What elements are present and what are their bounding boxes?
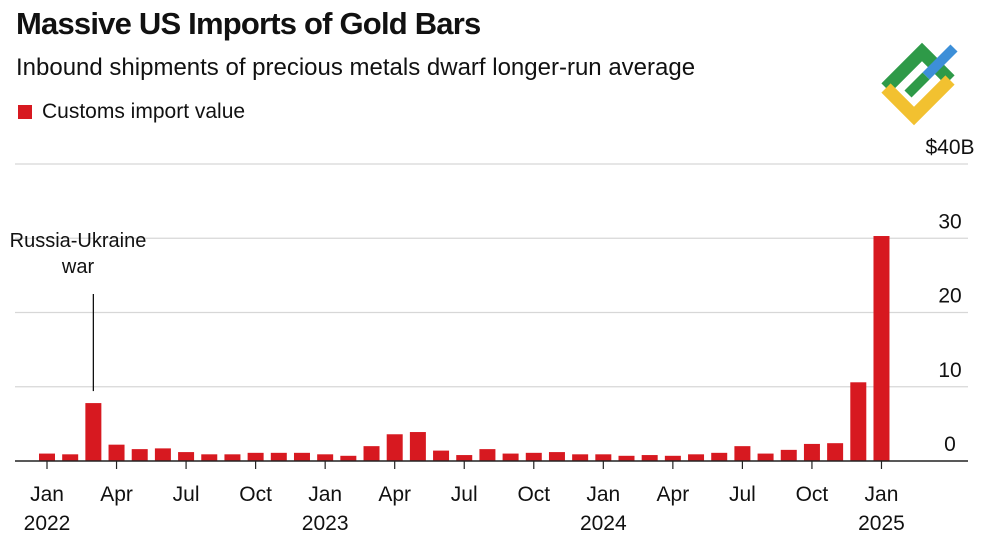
bar — [293, 452, 310, 461]
legend: Customs import value — [18, 100, 245, 124]
bar — [317, 454, 334, 461]
bar — [688, 454, 705, 461]
x-tick-label: Jul — [451, 483, 478, 506]
bar — [479, 449, 496, 461]
bar — [525, 452, 542, 461]
bar — [572, 454, 589, 461]
bar — [201, 454, 218, 461]
x-tick-label: Jul — [729, 483, 756, 506]
chart-title: Massive US Imports of Gold Bars — [16, 6, 481, 41]
bar — [270, 452, 287, 461]
bar — [734, 446, 751, 461]
y-tick-label: $40B — [925, 136, 974, 159]
x-tick-year-label: 2023 — [302, 512, 349, 535]
bar — [154, 448, 171, 461]
x-tick-label: Oct — [517, 483, 550, 506]
bar — [131, 449, 148, 461]
bar — [548, 452, 565, 461]
bar — [409, 432, 426, 461]
bar — [711, 452, 728, 461]
x-tick-label: Apr — [657, 483, 690, 506]
x-tick-year-label: 2022 — [24, 512, 71, 535]
bar — [62, 454, 79, 461]
bar — [641, 455, 658, 461]
legend-label: Customs import value — [42, 100, 246, 123]
legend-swatch — [18, 105, 32, 119]
x-tick-label: Jul — [173, 483, 200, 506]
bar — [850, 382, 867, 461]
bar — [224, 454, 241, 461]
bar — [664, 455, 681, 461]
x-tick-label: Oct — [239, 483, 272, 506]
x-tick-label: Jan — [865, 483, 899, 506]
bar — [39, 453, 55, 461]
x-tick-label: Jan — [586, 483, 620, 506]
bar — [178, 452, 195, 461]
y-tick-label: 10 — [938, 359, 961, 382]
annotation-label: war — [61, 256, 95, 278]
x-tick-label: Jan — [30, 483, 64, 506]
bar — [340, 455, 357, 461]
x-tick-year-label: 2025 — [858, 512, 905, 535]
x-tick-label: Oct — [796, 483, 829, 506]
x-tick-label: Jan — [308, 483, 342, 506]
x-tick-label: Apr — [100, 483, 133, 506]
bar — [873, 236, 890, 461]
bar — [827, 443, 844, 461]
bar — [757, 453, 774, 461]
y-tick-label: 30 — [938, 210, 961, 233]
y-tick-label: 0 — [944, 433, 956, 456]
bar — [433, 450, 450, 461]
chart-subtitle: Inbound shipments of precious metals dwa… — [16, 54, 696, 81]
x-tick-year-label: 2024 — [580, 512, 627, 535]
bar — [780, 449, 797, 461]
bar — [618, 455, 635, 461]
bar — [108, 444, 125, 461]
bar — [363, 446, 380, 461]
bar — [85, 403, 102, 461]
y-tick-label: 20 — [938, 285, 961, 308]
bar — [247, 452, 264, 461]
x-tick-label: Apr — [378, 483, 411, 506]
bar — [502, 453, 519, 461]
bar — [803, 443, 820, 461]
bar — [456, 455, 473, 461]
bar — [386, 434, 403, 461]
bar — [595, 454, 612, 461]
annotation-label: Russia-Ukraine — [10, 230, 147, 252]
brand-logo-icon — [881, 42, 958, 126]
